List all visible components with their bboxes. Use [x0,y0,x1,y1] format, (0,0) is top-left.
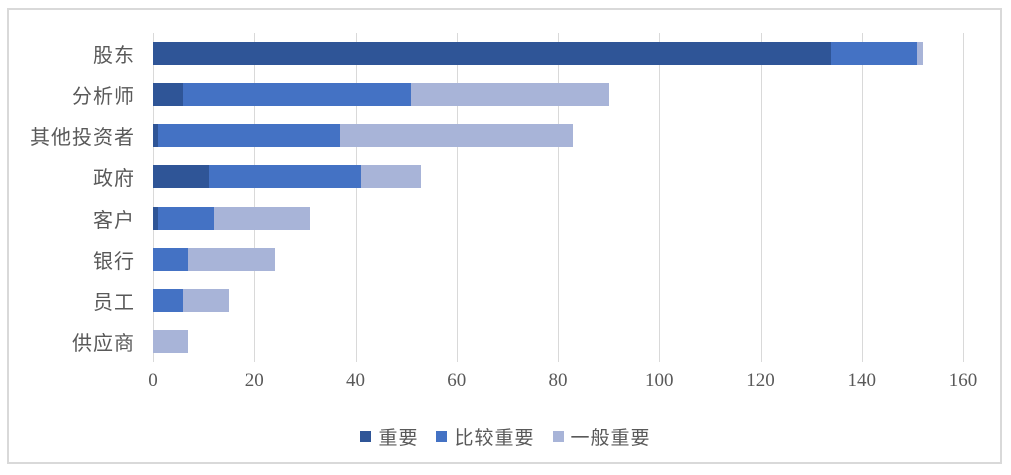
category-row: 银行 [0,239,144,280]
category-label: 其他投资者 [30,127,135,150]
gridline-80 [558,33,559,362]
gridline-20 [254,33,256,362]
bar-segment [158,206,214,230]
category-label: 客户 [93,209,135,232]
bar-segment [153,165,209,189]
bar-row [153,280,963,321]
category-row: 政府 [0,156,144,197]
category-row: 分析师 [0,74,144,115]
legend-label: 重要 [378,428,419,449]
category-row: 其他投资者 [0,115,144,156]
category-row: 员工 [0,280,144,321]
x-tick-label: 60 [447,370,467,391]
legend-item: 重要 [360,423,418,450]
bar-segment [153,247,189,271]
gridline-40 [355,33,357,362]
bar-segment [183,83,412,107]
bar-segment [213,206,310,230]
bar-segment [411,83,609,107]
plot-area [153,33,964,362]
x-tick-label: 20 [244,370,264,391]
legend-item: 比较重要 [436,423,534,450]
bar-stack [153,206,963,230]
legend-label: 比较重要 [454,428,535,449]
x-tick-label: 140 [847,370,877,391]
legend: 重要 比较重要 一般重要 [0,423,1011,450]
bar-segment [340,124,574,148]
x-axis: 0 20 40 60 80 100 120 140 160 [148,370,977,398]
bar-segment [153,206,159,230]
x-tick-label: 40 [346,370,365,391]
bar-row [153,74,963,115]
bar-row [153,239,963,280]
bar-segment [153,83,184,107]
bar-segment [153,329,189,353]
bar-segment [158,124,341,148]
bar-segment [360,165,422,189]
category-label: 政府 [93,168,135,191]
category-label: 银行 [93,250,135,273]
bar-segment [831,42,918,66]
category-label: 员工 [93,291,135,314]
category-row: 供应商 [0,321,144,362]
gridline-100 [659,33,661,362]
x-tick-label: 160 [948,370,978,391]
bar-stack [153,165,963,189]
bar-row [153,156,963,197]
bar-rows [153,33,963,362]
bar-segment [917,42,923,66]
x-tick-label: 80 [548,370,568,391]
x-tick-label: 120 [746,370,775,391]
bar-stack [153,247,963,271]
bar-stack [153,124,963,148]
category-row: 股东 [0,33,144,74]
gridline-0 [153,33,154,362]
legend-swatch-icon [360,431,372,442]
gridline-160 [963,33,964,362]
category-row: 客户 [0,198,144,239]
bar-segment [153,42,832,66]
bar-stack [153,42,963,66]
x-tick-label: 0 [148,370,158,391]
category-label: 供应商 [72,332,135,355]
bar-segment [153,124,159,148]
bar-segment [153,288,184,312]
gridline-60 [456,33,458,362]
category-label: 分析师 [72,86,135,109]
legend-label: 一般重要 [570,428,651,449]
gridline-120 [760,33,762,362]
bar-segment [183,288,229,312]
bar-stack [153,83,963,107]
bar-stack [153,329,963,353]
bar-stack [153,288,963,312]
bar-row [153,321,963,362]
bar-row [153,198,963,239]
category-axis: 股东分析师其他投资者政府客户银行员工供应商 [0,33,144,362]
bar-row [153,33,963,74]
legend-swatch-icon [552,431,564,442]
x-tick-label: 100 [645,370,674,391]
bar-segment [208,165,361,189]
category-label: 股东 [93,45,135,68]
bar-segment [188,247,275,271]
legend-swatch-icon [436,431,448,442]
gridline-140 [861,33,863,362]
bar-row [153,115,963,156]
legend-item: 一般重要 [552,423,651,450]
